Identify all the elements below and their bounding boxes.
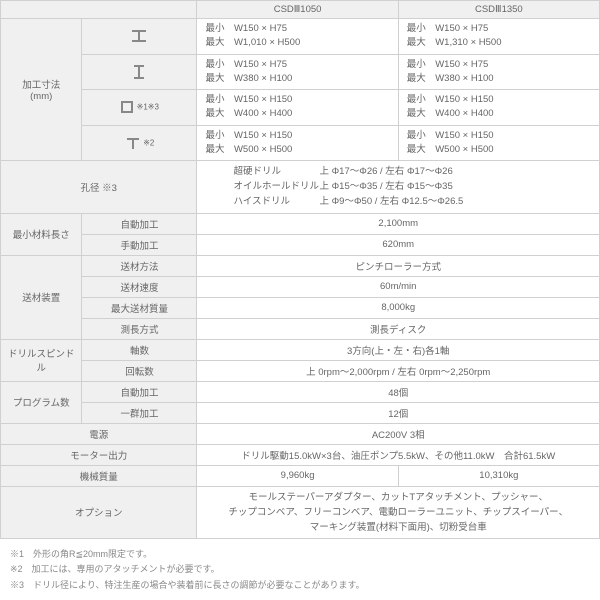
option-val: モールステーパーアダプター、カットTアタッチメント、プッシャー、 チップコンベア… [197,486,600,539]
mass-label: 機械質量 [1,465,197,486]
row-value: 48個 [197,381,600,402]
motor-val: ドリル駆動15.0kW×3台、油圧ポンプ5.5kW、その他11.0kW 合計61… [197,444,600,465]
sub-label: 自動加工 [82,213,197,234]
row-value: 上 0rpm～2,000rpm / 左右 0rpm～2,250rpm [197,360,600,381]
shape-icon [82,19,197,55]
group-label: ドリルスピンドル [1,339,82,381]
sub-label: 送材方法 [82,255,197,276]
dim-b: 最小 W150 × H150最大 W500 × H500 [398,125,599,161]
group-label: プログラム数 [1,381,82,423]
mass-a: 9,960kg [197,465,398,486]
dim-b: 最小 W150 × H75最大 W380 × H100 [398,54,599,90]
group-label: 送材装置 [1,255,82,339]
dim-b: 最小 W150 × H150最大 W400 × H400 [398,90,599,126]
spec-table: CSDⅢ1050 CSDⅢ1350 加工寸法 (mm) 最小 W150 × H75… [0,0,600,539]
power-label: 電源 [1,423,197,444]
mass-b: 10,310kg [398,465,599,486]
dim-a: 最小 W150 × H75最大 W380 × H100 [197,54,398,90]
hole-cell: 超硬ドリル上 Φ17～Φ26 / 左右 Φ17～Φ26オイルホールドリル上 Φ1… [197,161,600,214]
shape-icon: ※2 [82,125,197,161]
row-value: 2,100mm [197,213,600,234]
row-value: 12個 [197,402,600,423]
dims-label: 加工寸法 (mm) [1,19,82,161]
row-value: 3方向(上・左・右)各1軸 [197,339,600,360]
dim-a: 最小 W150 × H150最大 W500 × H500 [197,125,398,161]
sub-label: 一群加工 [82,402,197,423]
sub-label: 送材速度 [82,276,197,297]
header-row: CSDⅢ1050 CSDⅢ1350 [1,1,600,19]
dim-b: 最小 W150 × H75最大 W1,310 × H500 [398,19,599,55]
sub-label: 最大送材質量 [82,297,197,318]
power-val: AC200V 3相 [197,423,600,444]
footnotes: ※1 外形の角R≦20mm限定です。※2 加工には、専用のアタッチメントが必要で… [0,539,600,597]
sub-label: 軸数 [82,339,197,360]
row-value: 8,000kg [197,297,600,318]
model-a-head: CSDⅢ1050 [197,1,398,19]
shape-icon [82,54,197,90]
row-value: 60m/min [197,276,600,297]
shape-icon: ※1※3 [82,90,197,126]
motor-label: モーター出力 [1,444,197,465]
sub-label: 測長方式 [82,318,197,339]
sub-label: 自動加工 [82,381,197,402]
dim-a: 最小 W150 × H75最大 W1,010 × H500 [197,19,398,55]
dim-a: 最小 W150 × H150最大 W400 × H400 [197,90,398,126]
row-value: ピンチローラー方式 [197,255,600,276]
row-value: 620mm [197,234,600,255]
group-label: 最小材料長さ [1,213,82,255]
sub-label: 回転数 [82,360,197,381]
row-value: 測長ディスク [197,318,600,339]
hole-label: 孔径 ※3 [1,161,197,214]
option-label: オプション [1,486,197,539]
sub-label: 手動加工 [82,234,197,255]
model-b-head: CSDⅢ1350 [398,1,599,19]
